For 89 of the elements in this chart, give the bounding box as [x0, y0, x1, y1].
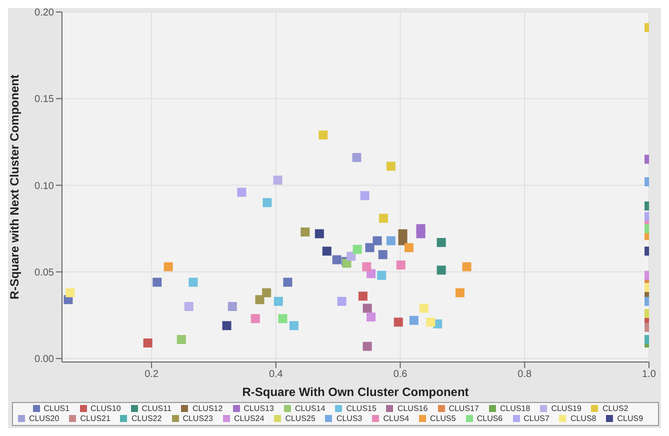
point — [222, 321, 232, 330]
point — [278, 314, 288, 324]
point — [255, 295, 264, 304]
point — [362, 262, 372, 272]
legend-label: CLUS4 — [383, 414, 410, 423]
point — [358, 292, 368, 301]
x-tick-label: 1.0 — [642, 369, 656, 380]
point — [455, 288, 464, 298]
point — [419, 304, 428, 313]
point — [378, 250, 388, 260]
point — [314, 229, 324, 238]
y-tick-label: 0.10 — [34, 180, 54, 192]
legend-label: CLUS13 — [244, 404, 274, 413]
point — [318, 130, 328, 140]
point — [362, 304, 372, 313]
point — [352, 153, 362, 162]
point — [250, 314, 260, 324]
point — [426, 318, 436, 327]
y-tick-label: 0.20 — [34, 8, 54, 19]
x-tick-label: 0.4 — [268, 369, 284, 380]
legend-label: CLUS10 — [90, 404, 121, 413]
point — [366, 269, 376, 278]
point — [436, 266, 446, 275]
legend-label: CLUS6 — [476, 414, 503, 423]
point — [386, 162, 396, 171]
legend-label: CLUS18 — [500, 404, 530, 413]
legend-label: CLUS21 — [80, 414, 110, 423]
point — [237, 188, 246, 197]
point — [346, 252, 356, 261]
legend-label: CLUS22 — [131, 414, 162, 423]
legend-label: CLUS1 — [44, 404, 70, 413]
point — [377, 270, 386, 280]
y-tick-label: 0.15 — [34, 94, 54, 106]
x-tick-label: 0.8 — [518, 369, 532, 380]
point — [143, 338, 152, 348]
legend-label: CLUS24 — [234, 414, 264, 423]
legend-label: CLUS2 — [602, 404, 628, 413]
point — [289, 321, 298, 330]
point — [404, 243, 414, 252]
legend-label: CLUS9 — [617, 414, 644, 423]
y-tick-label: 0.00 — [34, 354, 54, 366]
point — [365, 243, 374, 252]
point — [394, 318, 403, 327]
legend-label: CLUS12 — [192, 404, 223, 413]
point — [436, 238, 446, 247]
point — [262, 288, 272, 298]
point — [362, 342, 372, 351]
point — [274, 296, 283, 306]
point — [184, 302, 194, 312]
point — [366, 312, 376, 322]
point — [283, 278, 292, 287]
point — [164, 262, 173, 272]
point — [322, 246, 332, 256]
legend-label: CLUS16 — [397, 404, 428, 413]
point — [300, 228, 310, 237]
point — [228, 302, 237, 312]
point — [337, 296, 346, 306]
x-axis-title: R-Square With Own Cluster Component — [242, 385, 469, 399]
y-tick-label: 0.05 — [34, 267, 54, 278]
legend-label: CLUS15 — [346, 404, 376, 413]
legend-label: CLUS7 — [524, 414, 550, 423]
point — [352, 244, 362, 254]
legend-label: CLUS8 — [570, 414, 596, 423]
legend-label: CLUS19 — [551, 404, 582, 413]
legend-label: CLUS14 — [294, 404, 326, 413]
point — [462, 262, 472, 272]
x-tick-label: 0.6 — [393, 369, 408, 380]
point — [273, 176, 282, 185]
legend-label: CLUS17 — [448, 404, 479, 413]
y-axis-title: R-Square with Next Cluster Component — [7, 74, 22, 300]
point — [188, 278, 198, 287]
point — [396, 260, 406, 270]
legend-label: CLUS5 — [430, 414, 456, 423]
point — [332, 255, 342, 264]
point — [416, 229, 426, 238]
point — [176, 334, 186, 344]
legend-label: CLUS3 — [336, 414, 362, 423]
point — [372, 236, 382, 246]
legend-label: CLUS25 — [285, 414, 316, 423]
point — [398, 236, 408, 246]
point — [360, 191, 370, 200]
legend-label: CLUS23 — [182, 414, 213, 423]
point — [262, 198, 272, 208]
point — [152, 278, 162, 287]
legend-label: CLUS20 — [28, 414, 60, 423]
point — [66, 288, 75, 298]
x-tick-label: 0.2 — [144, 369, 159, 380]
point — [378, 214, 388, 223]
legend-label: CLUS11 — [142, 404, 172, 413]
